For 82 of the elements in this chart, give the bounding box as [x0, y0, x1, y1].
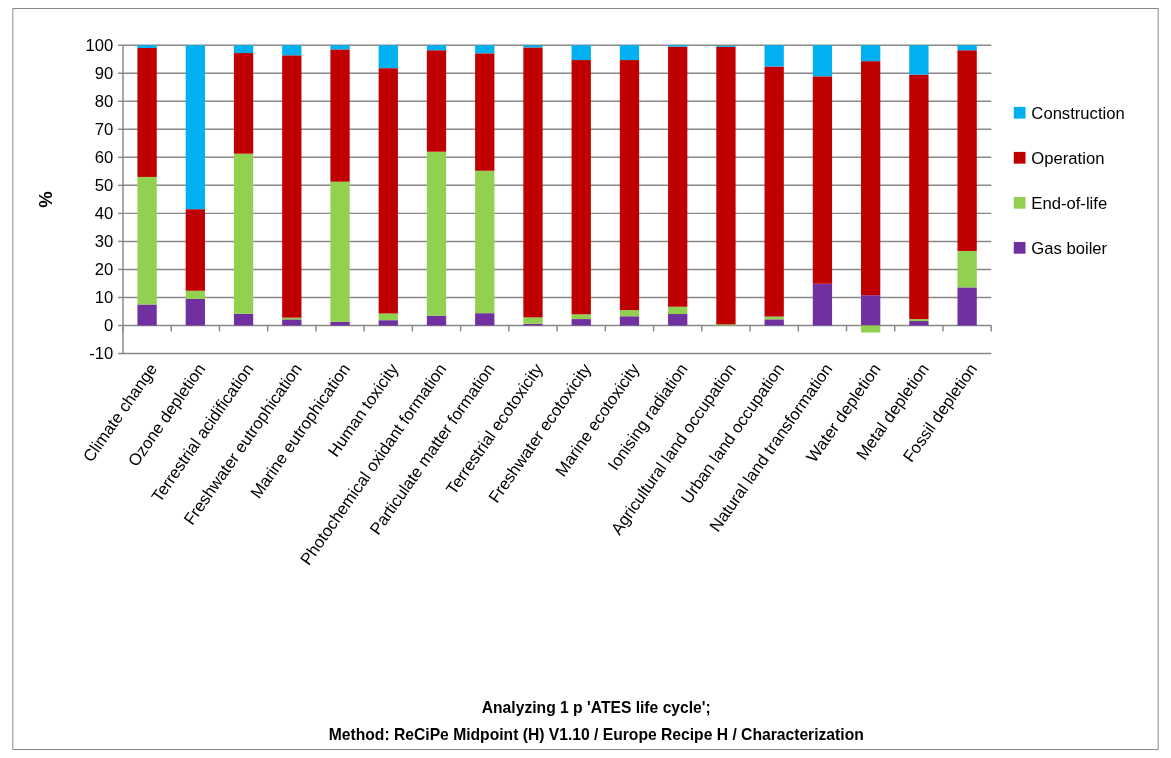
bar — [957, 287, 977, 326]
bar — [764, 66, 784, 317]
legend-label: Gas boiler — [1031, 238, 1108, 258]
bar — [571, 314, 591, 320]
bar — [282, 45, 302, 56]
y-tick-label: 100 — [85, 36, 114, 56]
y-tick-label: 0 — [103, 316, 114, 336]
bar — [330, 181, 350, 322]
bar — [426, 45, 447, 51]
bar — [137, 48, 157, 177]
bar — [716, 46, 736, 325]
bar — [861, 61, 881, 296]
y-tick-label: 20 — [94, 260, 114, 280]
text: Analyzing 1 p 'ATES life cycle'; — [481, 698, 711, 716]
bar — [475, 313, 495, 326]
bar — [571, 319, 591, 326]
bar — [619, 316, 640, 326]
bar — [764, 45, 784, 67]
y-tick-label: 70 — [94, 120, 114, 140]
bar — [330, 45, 350, 50]
bar — [475, 170, 495, 314]
bar — [185, 290, 205, 299]
bar — [330, 49, 350, 182]
bar — [137, 176, 157, 305]
bar — [957, 45, 977, 51]
bar — [426, 151, 447, 316]
bar — [330, 321, 350, 326]
y-tick-label: 40 — [94, 204, 114, 224]
bar — [571, 60, 591, 315]
bar — [233, 313, 254, 326]
bar — [185, 45, 205, 210]
legend-label: End-of-life — [1031, 193, 1108, 213]
bar — [233, 45, 254, 54]
bar — [957, 250, 977, 288]
bar — [909, 74, 929, 320]
bar — [812, 45, 833, 77]
bar — [185, 298, 205, 326]
bar — [378, 68, 398, 314]
bar — [523, 45, 543, 48]
y-tick-label: 90 — [94, 64, 114, 84]
bar — [619, 45, 640, 61]
bar — [812, 283, 833, 326]
y-tick-label: -10 — [89, 344, 114, 364]
bar — [957, 50, 977, 251]
bar — [426, 315, 447, 326]
bar — [861, 45, 881, 62]
bar — [861, 295, 881, 326]
bar — [137, 45, 157, 48]
bar — [475, 45, 495, 54]
bar — [233, 153, 254, 314]
bar — [668, 306, 688, 315]
bar — [185, 209, 205, 291]
y-axis-title: % — [34, 190, 56, 208]
bar — [378, 320, 398, 326]
bar — [523, 47, 543, 318]
bar — [426, 50, 447, 152]
bar — [619, 60, 640, 311]
bar — [378, 313, 398, 321]
bar — [137, 304, 157, 326]
y-tick-label: 60 — [94, 148, 114, 168]
legend-label: Operation — [1031, 148, 1105, 168]
bar — [668, 46, 688, 307]
bar — [233, 53, 254, 154]
bar — [812, 76, 833, 284]
y-tick-label: 80 — [94, 92, 114, 112]
bar — [282, 55, 302, 318]
bar — [523, 317, 543, 324]
bar — [861, 325, 881, 333]
bar — [282, 319, 302, 326]
y-tick-label: 30 — [94, 232, 114, 252]
bar — [571, 45, 591, 61]
y-tick-label: 10 — [94, 288, 114, 308]
bar — [619, 310, 640, 317]
y-tick-label: 50 — [94, 176, 114, 196]
bar — [909, 45, 929, 75]
bar — [475, 53, 495, 171]
bar — [378, 45, 398, 69]
bar — [668, 314, 688, 326]
bar — [909, 321, 929, 326]
text: Method: ReCiPe Midpoint (H) V1.10 / Europe Recipe H / Characterization — [328, 726, 864, 744]
bar — [764, 319, 784, 326]
legend-label: Construction — [1031, 103, 1125, 123]
